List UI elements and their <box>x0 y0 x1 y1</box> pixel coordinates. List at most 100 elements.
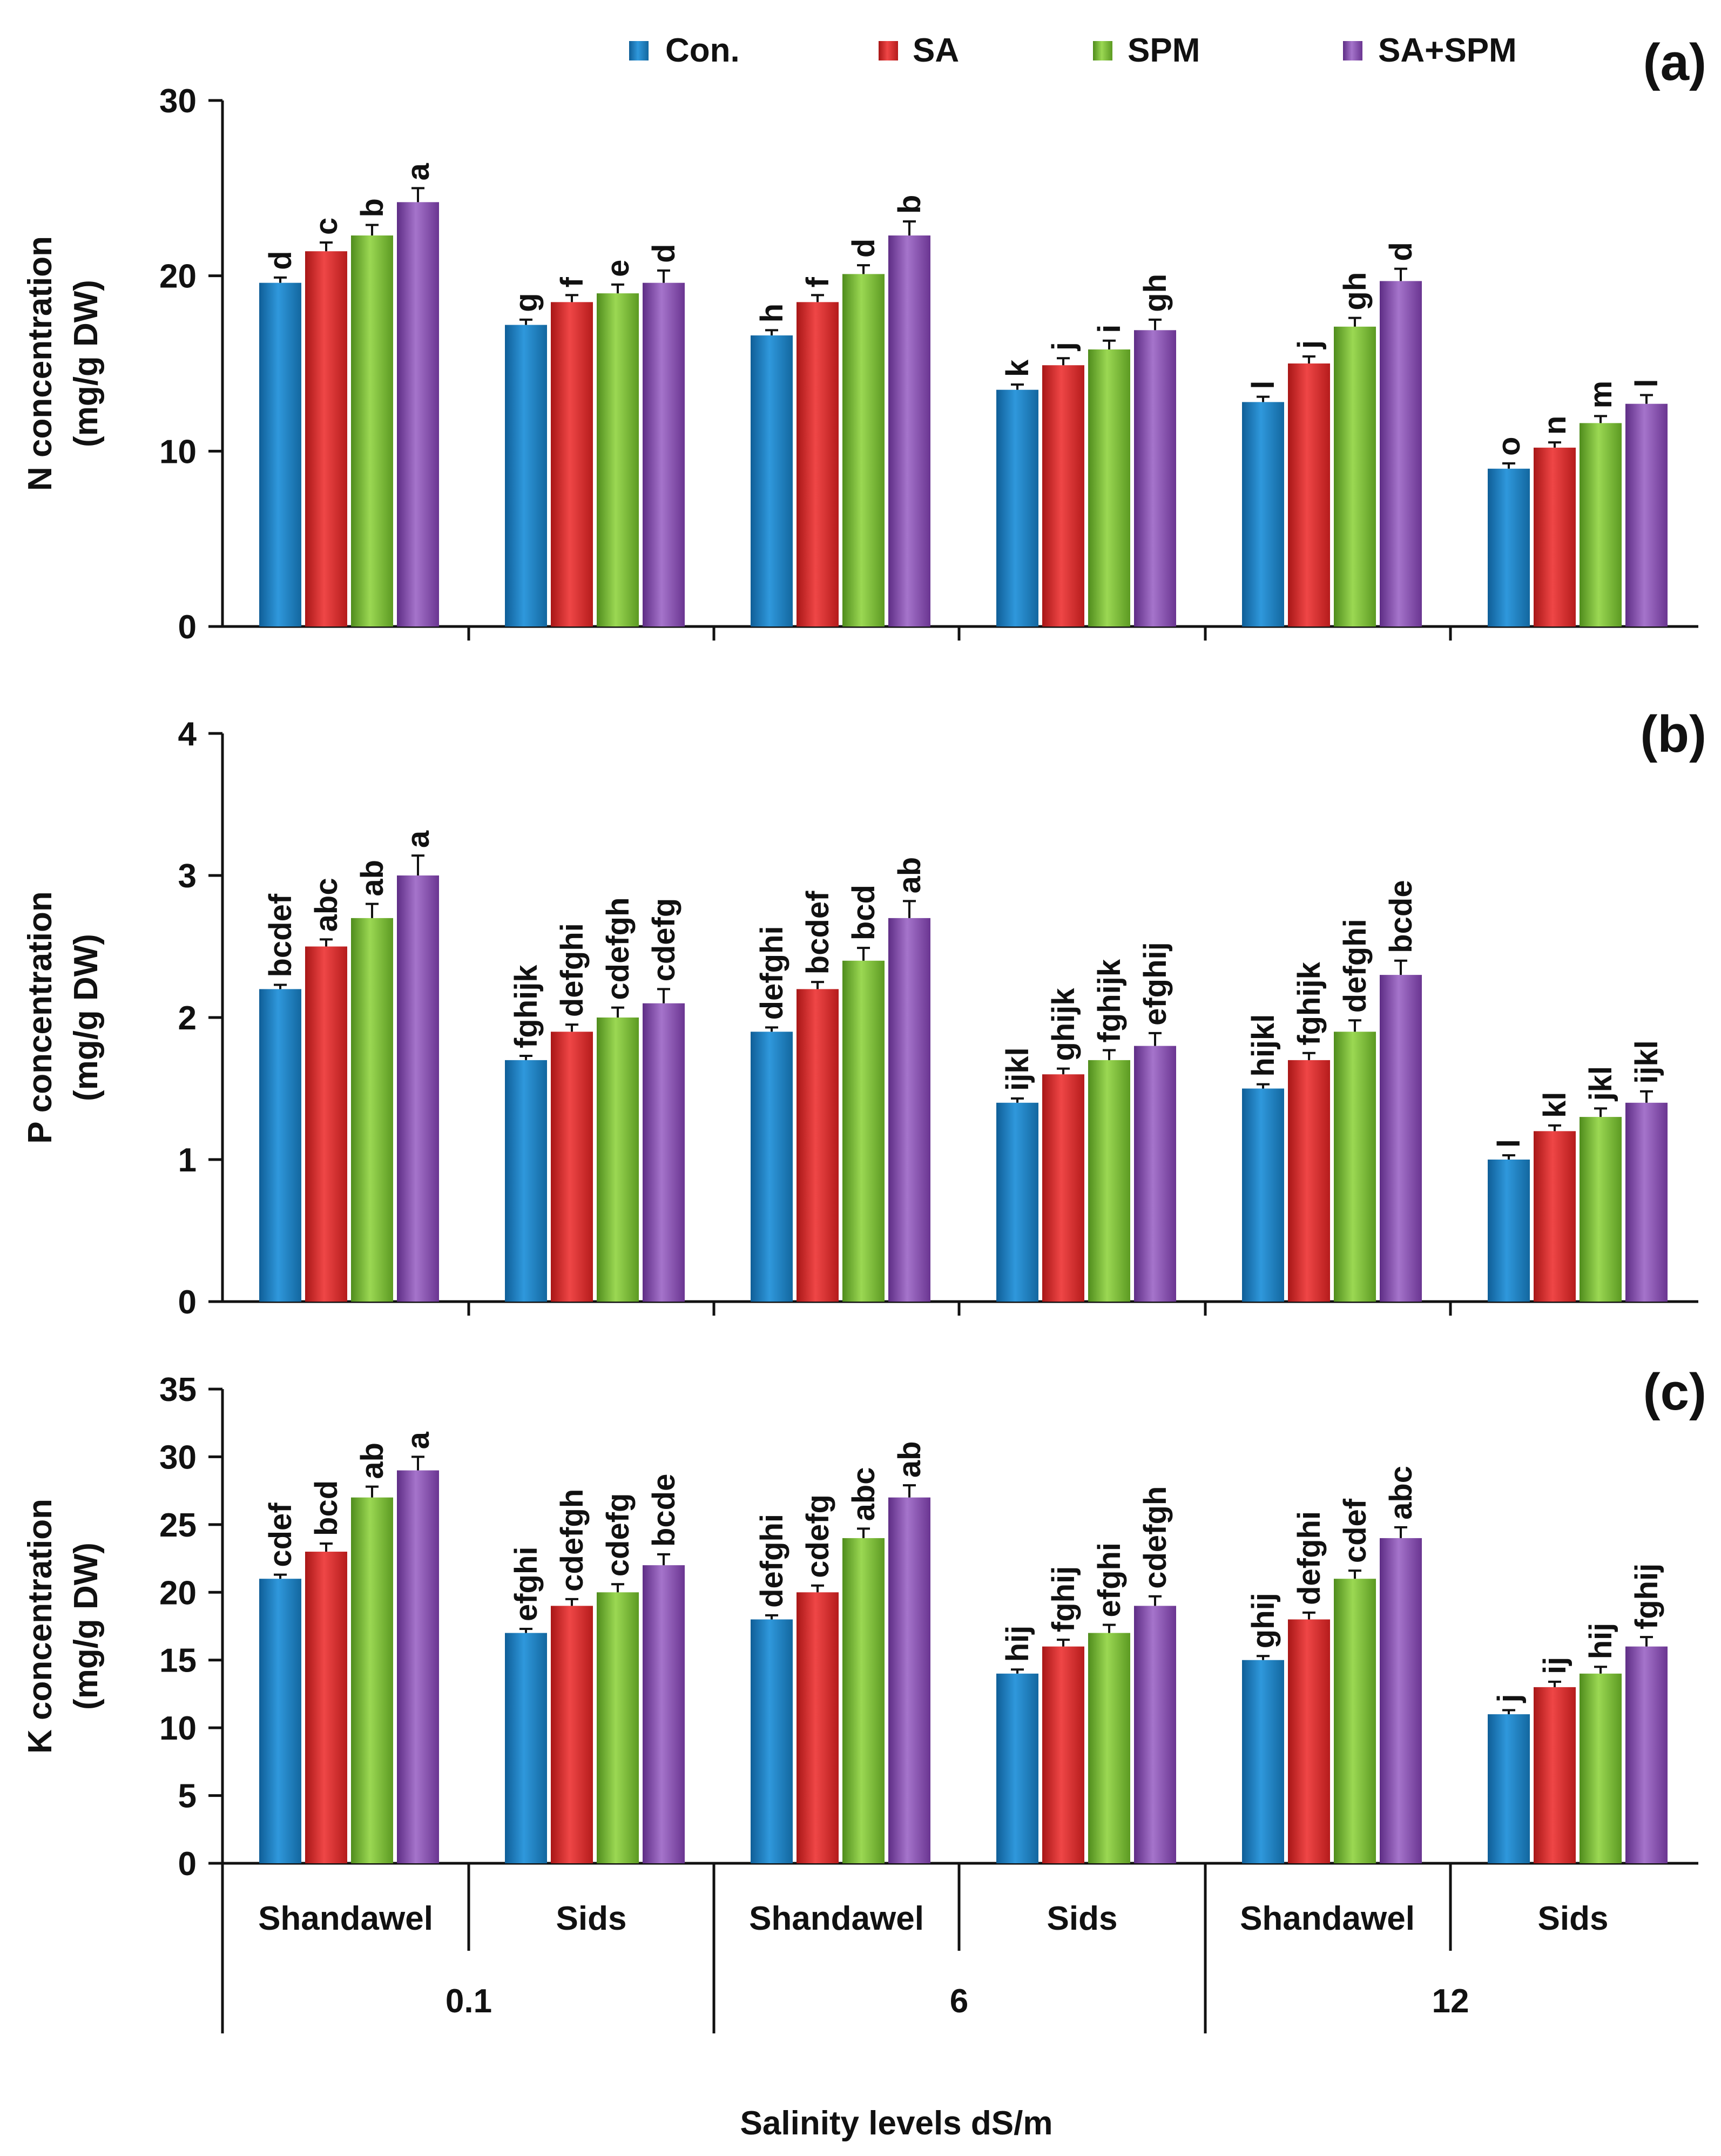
bar-con- <box>996 389 1038 626</box>
y-tick-label: 10 <box>159 1710 197 1747</box>
bar-sa <box>1534 447 1576 626</box>
bar-sa <box>305 251 347 626</box>
y-axis-unit-label: (mg/g DW) <box>68 934 105 1101</box>
bar-spm <box>1580 1673 1622 1863</box>
salinity-level-label: 0.1 <box>446 1983 492 2020</box>
significance-letter: cdefg <box>600 1493 636 1577</box>
panel-label: (b) <box>1640 705 1706 763</box>
panel-label: (c) <box>1643 1363 1706 1421</box>
significance-letter: defghi <box>1338 919 1373 1013</box>
salinity-level-label: 6 <box>950 1983 968 2020</box>
y-axis-label: N concentration <box>22 236 59 491</box>
bar-sa-spm <box>1380 1538 1422 1863</box>
legend-swatch-spm <box>1093 41 1112 60</box>
significance-letter: bcd <box>846 885 881 940</box>
bar-con- <box>505 1633 547 1863</box>
legend-label-spm: SPM <box>1128 32 1200 69</box>
significance-letter: bcde <box>646 1474 681 1547</box>
significance-letter: d <box>1383 242 1419 261</box>
bar-spm <box>842 274 885 626</box>
y-axis-unit-label: (mg/g DW) <box>68 280 105 447</box>
bar-con- <box>751 335 793 626</box>
significance-letter: cdef <box>1338 1498 1373 1563</box>
significance-letter: m <box>1583 381 1618 409</box>
bar-spm <box>1334 1579 1376 1863</box>
significance-letter: fghijk <box>509 965 544 1048</box>
cultivar-label: Shandawel <box>1240 1900 1415 1937</box>
legend-label-sa: SA <box>913 32 959 69</box>
bar-sa-spm <box>1380 281 1422 626</box>
significance-letter: hij <box>1583 1623 1618 1660</box>
y-tick-label: 15 <box>159 1642 197 1680</box>
significance-letter: a <box>401 163 436 180</box>
significance-letter: ab <box>355 860 390 897</box>
significance-letter: cdefgh <box>1138 1486 1173 1589</box>
significance-letter: f <box>555 277 590 287</box>
cultivar-label: Sids <box>556 1900 627 1937</box>
significance-letter: cdefgh <box>555 1489 590 1592</box>
bar-sa <box>1534 1131 1576 1302</box>
significance-letter: o <box>1491 437 1527 456</box>
significance-letter: ij <box>1537 1657 1572 1674</box>
y-tick-label: 30 <box>159 83 197 120</box>
significance-letter: cdef <box>263 1503 298 1567</box>
y-tick-label: 10 <box>159 433 197 470</box>
bar-con- <box>1488 468 1530 626</box>
bar-sa <box>797 302 839 626</box>
salinity-level-label: 12 <box>1432 1983 1469 2020</box>
bar-sa-spm <box>643 1003 685 1302</box>
y-tick-label: 20 <box>159 258 197 295</box>
y-tick-label: 3 <box>178 858 197 895</box>
bar-sa-spm <box>1625 403 1668 626</box>
y-axis-label: P concentration <box>22 891 59 1143</box>
significance-letter: b <box>892 195 927 214</box>
bar-sa <box>305 1552 347 1863</box>
bar-sa <box>797 1592 839 1863</box>
bar-spm <box>351 918 393 1302</box>
bar-spm <box>1088 1633 1130 1863</box>
bar-sa-spm <box>1134 1606 1176 1863</box>
significance-letter: defghi <box>754 926 789 1020</box>
bar-con- <box>1242 1088 1284 1302</box>
bar-sa-spm <box>397 875 439 1302</box>
significance-letter: fghij <box>1629 1564 1664 1629</box>
y-axis-label: K concentration <box>22 1499 59 1754</box>
y-tick-label: 25 <box>159 1507 197 1544</box>
bar-con- <box>751 1619 793 1863</box>
y-tick-label: 20 <box>159 1574 197 1612</box>
bar-con- <box>1242 402 1284 626</box>
significance-letter: gh <box>1138 274 1173 312</box>
bar-con- <box>751 1032 793 1302</box>
significance-letter: k <box>1000 359 1035 377</box>
bar-sa <box>1042 1646 1084 1863</box>
legend-swatch-sa <box>879 41 898 60</box>
bar-con- <box>1488 1714 1530 1863</box>
significance-letter: cdefgh <box>600 897 636 1000</box>
bar-sa-spm <box>888 918 930 1302</box>
significance-letter: cdefg <box>800 1494 835 1578</box>
bar-sa-spm <box>1625 1102 1668 1302</box>
significance-letter: abc <box>846 1467 881 1521</box>
significance-letter: abc <box>309 878 344 932</box>
significance-letter: l <box>1246 381 1281 389</box>
y-tick-label: 30 <box>159 1439 197 1476</box>
bar-sa <box>1288 363 1330 626</box>
significance-letter: a <box>401 1431 436 1449</box>
bar-sa <box>1042 365 1084 626</box>
significance-letter: ab <box>892 857 927 894</box>
bar-con- <box>996 1673 1038 1863</box>
legend-swatch-sa-spm <box>1343 41 1362 60</box>
bar-sa <box>1288 1619 1330 1863</box>
significance-letter: i <box>1092 325 1127 333</box>
significance-letter: b <box>355 198 390 217</box>
bar-con- <box>1242 1660 1284 1863</box>
significance-letter: j <box>1046 342 1081 351</box>
bar-con- <box>505 1060 547 1302</box>
bar-sa <box>551 1606 593 1863</box>
cultivar-label: Sids <box>1538 1900 1609 1937</box>
bar-spm <box>1334 326 1376 626</box>
significance-letter: f <box>800 277 835 287</box>
bar-spm <box>597 293 639 626</box>
